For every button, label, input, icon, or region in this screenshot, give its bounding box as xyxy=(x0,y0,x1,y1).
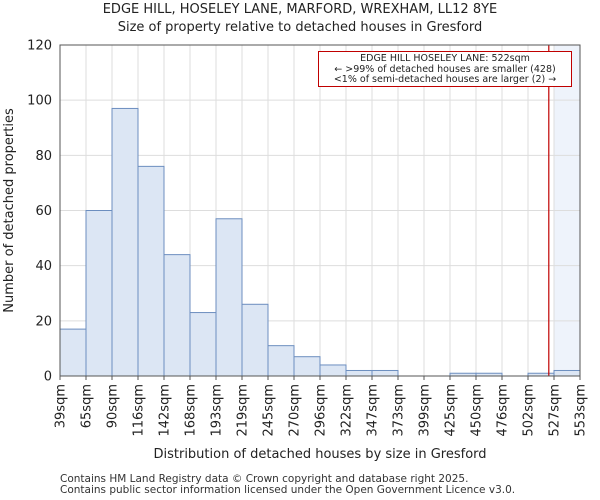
y-tick-label: 40 xyxy=(35,259,52,274)
x-tick-label: 116sqm xyxy=(132,384,147,437)
x-tick-label: 476sqm xyxy=(496,384,511,437)
x-tick-label: 90sqm xyxy=(106,384,121,428)
x-tick-label: 373sqm xyxy=(392,384,407,437)
x-tick-label: 296sqm xyxy=(314,384,329,437)
y-axis-label: Number of detached properties xyxy=(2,108,17,313)
x-tick-label: 502sqm xyxy=(522,384,537,437)
x-tick-label: 527sqm xyxy=(548,384,563,437)
footer-copyright: Contains HM Land Registry data © Crown c… xyxy=(60,473,469,485)
x-tick-label: 270sqm xyxy=(288,384,303,437)
bar-193sqm xyxy=(215,218,243,377)
x-tick-label: 65sqm xyxy=(80,384,95,428)
x-tick-label: 425sqm xyxy=(444,384,459,437)
x-tick-label: 553sqm xyxy=(574,384,589,437)
bar-347sqm xyxy=(371,369,399,377)
x-tick-label: 193sqm xyxy=(210,384,225,437)
bar-322sqm xyxy=(345,369,373,377)
bar-65sqm xyxy=(85,210,113,377)
footer-licence: Contains public sector information licen… xyxy=(60,484,516,496)
chart-title: EDGE HILL, HOSELEY LANE, MARFORD, WREXHA… xyxy=(102,2,498,17)
bar-296sqm xyxy=(319,364,347,377)
bar-527sqm xyxy=(553,369,581,377)
x-tick-label: 245sqm xyxy=(262,384,277,437)
annotation-line-2: ← >99% of detached houses are smaller (4… xyxy=(334,63,556,75)
chart-subtitle: Size of property relative to detached ho… xyxy=(117,20,483,35)
bar-90sqm xyxy=(111,107,139,377)
bar-116sqm xyxy=(137,165,165,377)
x-tick-label: 168sqm xyxy=(184,384,199,437)
bar-219sqm xyxy=(241,303,269,377)
y-tick-label: 60 xyxy=(35,204,52,219)
bar-168sqm xyxy=(189,312,217,377)
x-tick-label: 322sqm xyxy=(340,384,355,437)
x-tick-label: 450sqm xyxy=(470,384,485,437)
x-tick-label: 142sqm xyxy=(158,384,173,437)
x-tick-label: 347sqm xyxy=(366,384,381,437)
annotation-line-1: EDGE HILL HOSELEY LANE: 522sqm xyxy=(360,53,530,64)
y-tick-label: 0 xyxy=(44,370,52,385)
x-tick-label: 39sqm xyxy=(54,384,69,428)
bar-270sqm xyxy=(293,356,321,377)
bar-245sqm xyxy=(267,345,295,377)
bar-142sqm xyxy=(163,254,191,377)
bar-39sqm xyxy=(59,328,87,377)
y-tick-label: 100 xyxy=(27,94,52,109)
x-tick-label: 219sqm xyxy=(236,384,251,437)
y-tick-label: 120 xyxy=(27,39,52,54)
property-annotation-box: EDGE HILL HOSELEY LANE: 522sqm ← >99% of… xyxy=(318,51,572,87)
annotation-line-3: <1% of semi-detached houses are larger (… xyxy=(333,74,557,85)
y-tick-label: 20 xyxy=(35,314,52,329)
y-tick-label: 80 xyxy=(35,149,52,164)
x-tick-label: 399sqm xyxy=(418,384,433,437)
x-axis-label: Distribution of detached houses by size … xyxy=(153,447,486,462)
